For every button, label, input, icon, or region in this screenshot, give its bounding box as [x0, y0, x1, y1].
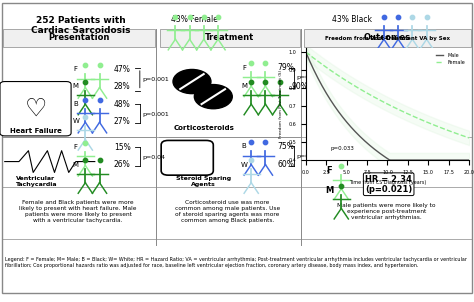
Text: Outcomes: Outcomes — [364, 33, 411, 42]
Male — [313, 72, 319, 76]
Text: 26%: 26% — [114, 160, 130, 169]
Text: Treatment: Treatment — [205, 33, 255, 42]
Text: Female and Black patients were more
likely to present with heart failure. Male
p: Female and Black patients were more like… — [19, 200, 137, 223]
Female — [313, 58, 319, 61]
Text: 15%: 15% — [114, 143, 130, 152]
Text: 27%: 27% — [114, 117, 130, 126]
FancyBboxPatch shape — [304, 29, 471, 47]
Male — [453, 158, 459, 162]
Text: 90%: 90% — [292, 82, 309, 91]
Line: Male: Male — [306, 52, 469, 160]
Text: B: B — [242, 143, 246, 149]
Male — [466, 158, 472, 162]
Text: p=0.04: p=0.04 — [296, 154, 319, 159]
Text: Heart Failure: Heart Failure — [9, 128, 62, 134]
Title: Freedom from Post-Treatment VA by Sex: Freedom from Post-Treatment VA by Sex — [325, 36, 450, 41]
FancyBboxPatch shape — [2, 3, 472, 293]
Text: Ventricular
Tachycardia: Ventricular Tachycardia — [15, 176, 56, 187]
Circle shape — [194, 85, 232, 109]
Female — [303, 50, 309, 54]
Female — [458, 133, 464, 137]
Female — [466, 136, 472, 140]
Text: W: W — [73, 118, 79, 124]
Text: 43% Black: 43% Black — [332, 15, 372, 24]
Male — [388, 158, 393, 162]
Text: 28%: 28% — [114, 82, 130, 91]
Text: F: F — [327, 166, 332, 175]
Text: 43% Female: 43% Female — [171, 15, 218, 24]
Female — [346, 81, 352, 84]
Text: p=0.02: p=0.02 — [296, 76, 319, 80]
Text: HR = 2.34
(p=0.021): HR = 2.34 (p=0.021) — [365, 175, 412, 194]
Y-axis label: Freedom from Post-Treatment (S): Freedom from Post-Treatment (S) — [279, 70, 283, 138]
Text: 47%: 47% — [114, 65, 131, 74]
Text: 75%: 75% — [277, 142, 294, 151]
Text: Steroid Sparing
Agents: Steroid Sparing Agents — [176, 176, 231, 187]
Male — [333, 107, 339, 110]
Text: F: F — [74, 66, 78, 72]
Text: W: W — [241, 162, 247, 168]
Text: M: M — [73, 162, 79, 168]
FancyBboxPatch shape — [0, 82, 71, 136]
Text: Corticosteroids: Corticosteroids — [173, 125, 234, 131]
Text: 79%: 79% — [277, 63, 294, 72]
Male — [310, 65, 315, 69]
Female — [453, 131, 458, 135]
Text: Presentation: Presentation — [49, 33, 110, 42]
Text: Legend: F = Female; M= Male; B = Black; W= White; HR = Hazard Ratio; VA = ventri: Legend: F = Female; M= Male; B = Black; … — [5, 257, 467, 268]
Text: p=0.033: p=0.033 — [330, 146, 354, 151]
Text: 252 Patients with
Cardiac Sarcoidosis: 252 Patients with Cardiac Sarcoidosis — [31, 16, 130, 35]
Text: ♥: ♥ — [22, 73, 49, 102]
Text: 60%: 60% — [277, 160, 294, 169]
Text: p=0.04: p=0.04 — [142, 155, 165, 159]
Text: F: F — [74, 144, 78, 150]
Male — [303, 50, 309, 54]
Text: B: B — [73, 101, 78, 107]
Text: M: M — [73, 83, 79, 89]
FancyBboxPatch shape — [3, 29, 155, 47]
Text: F: F — [242, 65, 246, 71]
Text: p=0.001: p=0.001 — [142, 77, 169, 82]
X-axis label: Time from CS Diagnosis (years): Time from CS Diagnosis (years) — [349, 180, 426, 185]
Text: p=0.001: p=0.001 — [142, 112, 169, 117]
Text: Male patients were more likely to
experience post-treatment
ventricular arrhythm: Male patients were more likely to experi… — [337, 203, 436, 220]
Female — [310, 55, 315, 59]
Legend: Male, Female: Male, Female — [434, 51, 467, 67]
Female — [333, 72, 339, 76]
Circle shape — [173, 69, 211, 94]
Text: 48%: 48% — [114, 100, 130, 109]
Text: M: M — [241, 83, 247, 89]
Male — [459, 158, 465, 162]
Text: ♡: ♡ — [24, 97, 47, 121]
Text: M: M — [325, 186, 334, 195]
FancyBboxPatch shape — [160, 29, 300, 47]
Male — [346, 123, 352, 127]
Line: Female: Female — [306, 52, 469, 138]
Text: Corticosteroid use was more
common among male patients. Use
of steroid sparing a: Corticosteroid use was more common among… — [175, 200, 280, 223]
FancyBboxPatch shape — [161, 140, 213, 175]
